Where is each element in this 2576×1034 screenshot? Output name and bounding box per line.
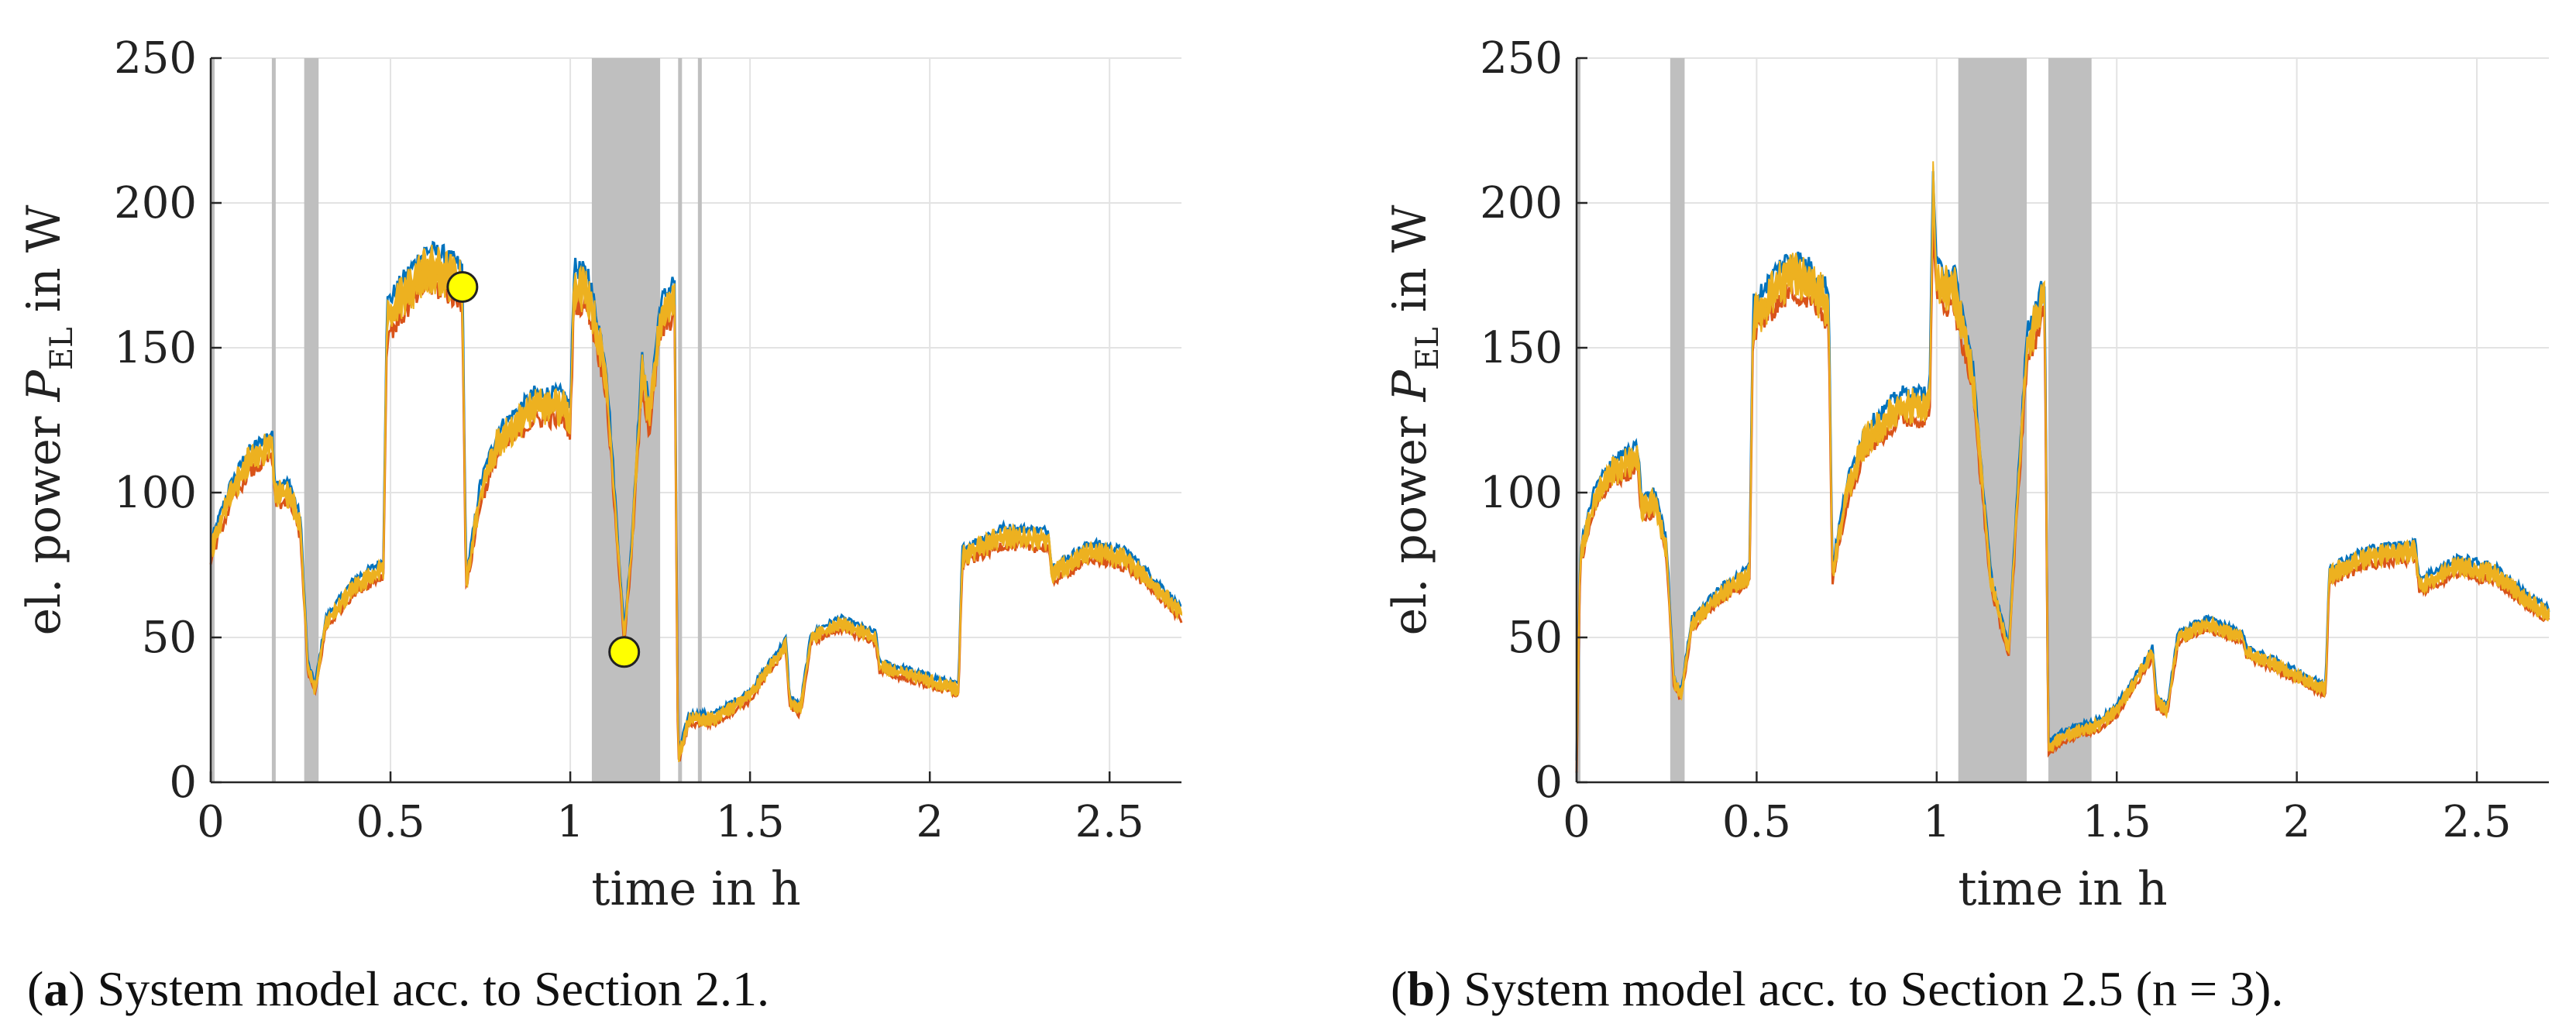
x-tick-label: 2.5 [2443, 797, 2512, 847]
y-tick-label: 150 [1480, 323, 1563, 373]
shaded-interval [1577, 58, 1580, 782]
x-tick-label: 0.5 [356, 797, 425, 847]
x-tick-label: 2 [916, 797, 944, 847]
panel-b: 0 0.5 1 1.5 2 2.5 0 50 100 150 200 250 time in h el. … [1383, 33, 2550, 916]
x-axis-label: time in h [1958, 862, 2167, 916]
x-tick-label: 0.5 [1722, 797, 1791, 847]
shaded-interval [2048, 58, 2092, 782]
x-axis-label: time in h [591, 862, 800, 916]
data-marker [608, 636, 641, 668]
y-tick-label: 0 [169, 757, 197, 808]
shaded-interval [271, 58, 276, 782]
shaded-interval [304, 58, 319, 782]
series-line-blue [210, 240, 1182, 753]
y-tick-label: 100 [114, 468, 197, 518]
series [209, 240, 1183, 762]
caption-a: (a) System model acc. to Section 2.1. [27, 961, 769, 1016]
y-tick-label: 250 [1480, 33, 1563, 84]
x-tick-label: 0 [1563, 797, 1591, 847]
series [1575, 161, 2550, 773]
x-tick-label: 1 [556, 797, 584, 847]
caption-b-body: System model acc. to Section 2.5 (n = 3)… [1463, 961, 2283, 1016]
y-axis-label-suffix: in W [17, 204, 71, 327]
shaded-interval [678, 58, 683, 782]
shaded-interval [1670, 58, 1685, 782]
shaded-intervals [211, 58, 702, 782]
y-tick-label: 250 [114, 33, 197, 84]
shaded-interval [697, 58, 702, 782]
y-axis-label-symbol: P [1383, 369, 1437, 402]
caption-b-letter: b [1407, 961, 1435, 1016]
series-band-yellow [210, 244, 1182, 762]
panel-a: 0 0.5 1 1.5 2 2.5 0 50 100 150 200 250 time in h el. … [17, 33, 1183, 916]
caption-b-text: (b) System model acc. to Section 2.5 (n … [1391, 961, 2283, 1016]
y-tick-label: 200 [1480, 178, 1563, 228]
shaded-interval [211, 58, 215, 782]
y-axis-label-prefix: el. power [1383, 401, 1437, 635]
y-axis-label-subscript: EL [1410, 327, 1446, 370]
y-axis-label-subscript: EL [44, 327, 80, 370]
data-marker [446, 270, 479, 303]
y-tick-label: 200 [114, 178, 197, 228]
y-tick-label: 50 [142, 613, 197, 663]
y-tick-label: 0 [1535, 757, 1563, 808]
y-axis-label-prefix: el. power [17, 401, 71, 635]
y-axis-label-suffix: in W [1383, 204, 1437, 327]
caption-b: (b) System model acc. to Section 2.5 (n … [1391, 961, 2283, 1016]
caption-a-text: (a) System model acc. to Section 2.1. [27, 961, 769, 1016]
caption-a-body: System model acc. to Section 2.1. [98, 961, 769, 1016]
y-tick-label: 150 [114, 323, 197, 373]
x-tick-label: 0 [197, 797, 225, 847]
y-axis-label-symbol: P [17, 369, 71, 402]
y-axis-label: el. power PEL in W [17, 204, 80, 635]
x-tick-label: 1.5 [2082, 797, 2151, 847]
y-tick-label: 100 [1480, 468, 1563, 518]
series-band-yellow [1576, 161, 2550, 768]
caption-a-letter: a [43, 961, 68, 1016]
x-tick-label: 2 [2283, 797, 2311, 847]
axes: 0 0.5 1 1.5 2 2.5 0 50 100 150 200 250 [114, 33, 1181, 847]
axes: 0 0.5 1 1.5 2 2.5 0 50 100 150 200 250 [1480, 33, 2549, 847]
shaded-intervals [1577, 58, 2092, 782]
x-tick-label: 2.5 [1075, 797, 1144, 847]
y-axis-label: el. power PEL in W [1383, 204, 1446, 635]
shaded-interval [1958, 58, 2027, 782]
x-tick-label: 1.5 [716, 797, 785, 847]
grid [210, 57, 1181, 783]
y-tick-label: 50 [1508, 613, 1563, 663]
x-tick-label: 1 [1923, 797, 1951, 847]
